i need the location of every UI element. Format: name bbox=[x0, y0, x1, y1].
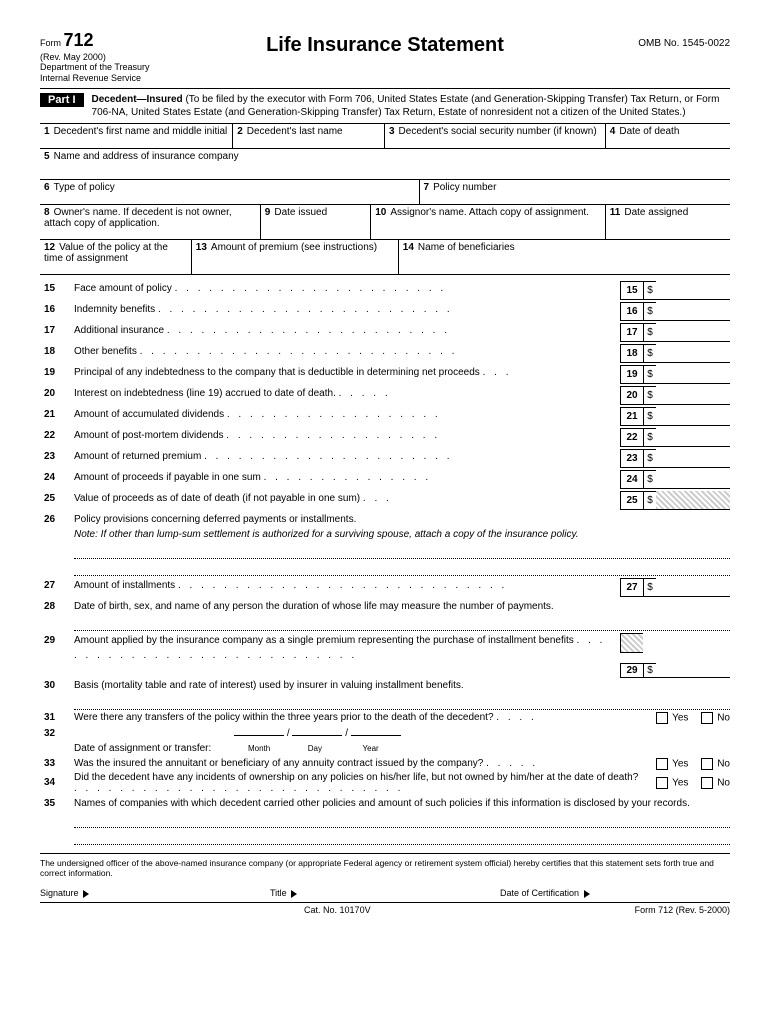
dotted-line-26b[interactable] bbox=[74, 561, 730, 576]
dept-line2: Internal Revenue Service bbox=[40, 73, 141, 83]
row-1-4: 1Decedent's first name and middle initia… bbox=[40, 124, 730, 149]
line-15: 15Face amount of policy . . . . . . . . … bbox=[40, 281, 730, 300]
amount-23[interactable]: 23$ bbox=[620, 449, 730, 468]
part-instructions: Decedent—Insured (To be filed by the exe… bbox=[92, 93, 730, 119]
line-26-note: Note: If other than lump-sum settlement … bbox=[74, 529, 579, 540]
dotted-line-35b[interactable] bbox=[74, 830, 730, 845]
amount-15[interactable]: 15$ bbox=[620, 281, 730, 300]
field-8[interactable]: 8Owner's name. If decedent is not owner,… bbox=[40, 205, 261, 239]
omb-number: OMB No. 1545-0022 bbox=[580, 30, 730, 49]
row-12-14: 12Value of the policy at the time of ass… bbox=[40, 240, 730, 275]
amount-29b[interactable]: 29 $ bbox=[620, 663, 730, 678]
field-11[interactable]: 11Date assigned bbox=[606, 205, 730, 239]
amount-20[interactable]: 20$ bbox=[620, 386, 730, 405]
dotted-line-35a[interactable] bbox=[74, 813, 730, 828]
line-35: 35 Names of companies with which deceden… bbox=[40, 796, 730, 811]
checkbox-31-yes[interactable] bbox=[656, 712, 668, 724]
checkbox-33-yes[interactable] bbox=[656, 758, 668, 770]
signature-field[interactable]: Signature bbox=[40, 888, 270, 898]
form-grid: 1Decedent's first name and middle initia… bbox=[40, 123, 730, 275]
form-revision: (Rev. May 2000) bbox=[40, 52, 106, 62]
line-29: 29 Amount applied by the insurance compa… bbox=[40, 633, 730, 663]
line-23: 23Amount of returned premium . . . . . .… bbox=[40, 449, 730, 468]
triangle-icon bbox=[584, 890, 590, 898]
line-20: 20Interest on indebtedness (line 19) acc… bbox=[40, 386, 730, 405]
line-34: 34 Did the decedent have any incidents o… bbox=[40, 772, 730, 794]
checkbox-31-no[interactable] bbox=[701, 712, 713, 724]
field-3[interactable]: 3Decedent's social security number (if k… bbox=[385, 124, 606, 148]
date-cert-field[interactable]: Date of Certification bbox=[500, 888, 730, 898]
row-5: 5Name and address of insurance company bbox=[40, 149, 730, 180]
field-6[interactable]: 6Type of policy bbox=[40, 180, 420, 204]
line-21: 21Amount of accumulated dividends . . . … bbox=[40, 407, 730, 426]
bottom-row: Cat. No. 10170V Form 712 (Rev. 5-2000) bbox=[40, 903, 730, 915]
line-19: 19Principal of any indebtedness to the c… bbox=[40, 365, 730, 384]
signature-row: Signature Title Date of Certification bbox=[40, 884, 730, 903]
amount-22[interactable]: 22$ bbox=[620, 428, 730, 447]
date-entry[interactable]: / / Month Day Year bbox=[234, 726, 401, 756]
line-30: 30 Basis (mortality table and rate of in… bbox=[40, 678, 730, 693]
form-title: Life Insurance Statement bbox=[190, 30, 580, 57]
line-31: 31 Were there any transfers of the polic… bbox=[40, 712, 730, 724]
checkbox-33-no[interactable] bbox=[701, 758, 713, 770]
dotted-line-28[interactable] bbox=[74, 616, 730, 631]
field-1[interactable]: 1Decedent's first name and middle initia… bbox=[40, 124, 233, 148]
amount-21[interactable]: 21$ bbox=[620, 407, 730, 426]
header-left: Form 712 (Rev. May 2000) Department of t… bbox=[40, 30, 190, 84]
amount-18[interactable]: 18$ bbox=[620, 344, 730, 363]
field-14[interactable]: 14Name of beneficiaries bbox=[399, 240, 730, 274]
line-22: 22Amount of post-mortem dividends . . . … bbox=[40, 428, 730, 447]
part-heading: Decedent—Insured bbox=[92, 94, 183, 105]
amount-17[interactable]: 17$ bbox=[620, 323, 730, 342]
line-24: 24Amount of proceeds if payable in one s… bbox=[40, 470, 730, 489]
line-33: 33 Was the insured the annuitant or bene… bbox=[40, 758, 730, 770]
title-field[interactable]: Title bbox=[270, 888, 500, 898]
line-27: 27 Amount of installments . . . . . . . … bbox=[40, 578, 730, 597]
amount-27[interactable]: 27 $ bbox=[620, 578, 730, 597]
part-label: Part I bbox=[40, 93, 84, 107]
field-12[interactable]: 12Value of the policy at the time of ass… bbox=[40, 240, 192, 274]
line-items: 15Face amount of policy . . . . . . . . … bbox=[40, 281, 730, 510]
field-5[interactable]: 5Name and address of insurance company bbox=[40, 149, 730, 179]
line-28: 28 Date of birth, sex, and name of any p… bbox=[40, 599, 730, 614]
form-number: 712 bbox=[64, 30, 94, 50]
amount-16[interactable]: 16$ bbox=[620, 302, 730, 321]
triangle-icon bbox=[83, 890, 89, 898]
catalog-number: Cat. No. 10170V bbox=[304, 905, 371, 915]
line-17: 17Additional insurance . . . . . . . . .… bbox=[40, 323, 730, 342]
part-header: Part I Decedent—Insured (To be filed by … bbox=[40, 93, 730, 119]
form-page: Form 712 (Rev. May 2000) Department of t… bbox=[0, 0, 770, 945]
field-2[interactable]: 2Decedent's last name bbox=[233, 124, 385, 148]
line-26-text: Policy provisions concerning deferred pa… bbox=[74, 514, 356, 525]
field-9[interactable]: 9Date issued bbox=[261, 205, 371, 239]
line-16: 16Indemnity benefits . . . . . . . . . .… bbox=[40, 302, 730, 321]
part-instruction-text: (To be filed by the executor with Form 7… bbox=[92, 94, 720, 118]
form-footer-id: Form 712 (Rev. 5-2000) bbox=[635, 905, 730, 915]
field-13[interactable]: 13Amount of premium (see instructions) bbox=[192, 240, 399, 274]
amount-29[interactable] bbox=[620, 633, 730, 653]
amount-19[interactable]: 19$ bbox=[620, 365, 730, 384]
amount-24[interactable]: 24$ bbox=[620, 470, 730, 489]
line-26: 26 Policy provisions concerning deferred… bbox=[40, 512, 730, 542]
dotted-line-26a[interactable] bbox=[74, 544, 730, 559]
dotted-line-30[interactable] bbox=[74, 695, 730, 710]
line-18: 18Other benefits . . . . . . . . . . . .… bbox=[40, 344, 730, 363]
line-32: 32 Date of assignment or transfer: / / M… bbox=[40, 726, 730, 756]
row-6-7: 6Type of policy 7Policy number bbox=[40, 180, 730, 205]
field-7[interactable]: 7Policy number bbox=[420, 180, 731, 204]
triangle-icon bbox=[291, 890, 297, 898]
field-4[interactable]: 4Date of death bbox=[606, 124, 730, 148]
checkbox-34-yes[interactable] bbox=[656, 777, 668, 789]
amount-25[interactable]: 25$ bbox=[620, 491, 730, 510]
row-8-11: 8Owner's name. If decedent is not owner,… bbox=[40, 205, 730, 240]
form-header: Form 712 (Rev. May 2000) Department of t… bbox=[40, 30, 730, 89]
certification-text: The undersigned officer of the above-nam… bbox=[40, 853, 730, 878]
checkbox-34-no[interactable] bbox=[701, 777, 713, 789]
dept-line1: Department of the Treasury bbox=[40, 62, 150, 72]
field-10[interactable]: 10Assignor's name. Attach copy of assign… bbox=[371, 205, 606, 239]
form-word: Form bbox=[40, 38, 61, 48]
line-25: 25Value of proceeds as of date of death … bbox=[40, 491, 730, 510]
